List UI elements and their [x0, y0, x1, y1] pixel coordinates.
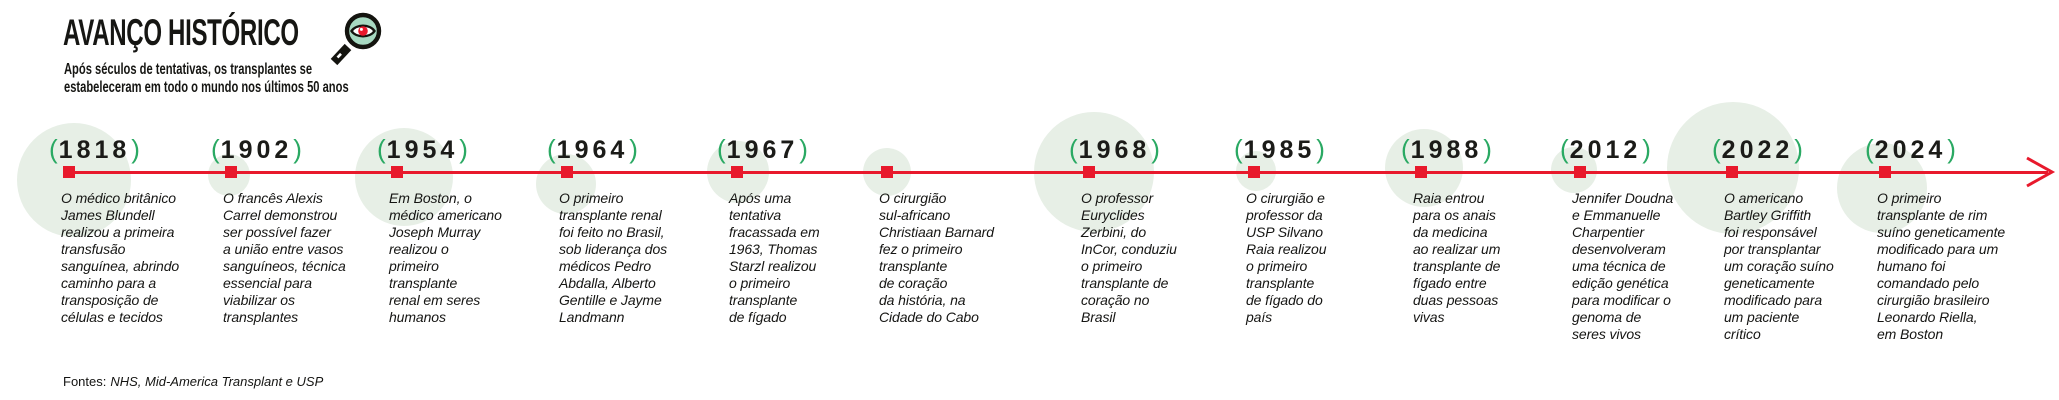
- bracket-open: (: [1069, 134, 1078, 164]
- bracket-open: (: [1865, 134, 1874, 164]
- bracket-open: (: [211, 134, 220, 164]
- sources-list: NHS, Mid-America Transplant e USP: [110, 374, 324, 389]
- page-title: AVANÇO HISTÓRICO: [63, 12, 299, 53]
- event-description: O americano Bartley Griffith foi respons…: [1724, 190, 1834, 342]
- bracket-close: ): [1483, 134, 1492, 164]
- bracket-close: ): [1794, 134, 1803, 164]
- event-year-label: (1968): [1069, 134, 1160, 164]
- event-description: Jennifer Doudna e Emmanuelle Charpentier…: [1572, 190, 1674, 342]
- event-marker: [561, 166, 573, 178]
- event-year: 2022: [1721, 136, 1794, 164]
- event-marker: [1879, 166, 1891, 178]
- bracket-open: (: [1560, 134, 1569, 164]
- bracket-open: (: [1401, 134, 1410, 164]
- event-marker: [731, 166, 743, 178]
- event-year-label: (2012): [1560, 134, 1651, 164]
- sources-label: Fontes:: [63, 374, 107, 389]
- event-year-label: (1967): [717, 134, 808, 164]
- bracket-close: ): [1151, 134, 1160, 164]
- bracket-close: ): [131, 134, 140, 164]
- event-year: 1902: [220, 136, 293, 164]
- event-halo: [1837, 143, 1927, 233]
- event-marker: [63, 166, 75, 178]
- event-description: Após uma tentativa fracassada em 1963, T…: [729, 190, 820, 325]
- event-year: 1954: [386, 136, 459, 164]
- sources: Fontes: NHS, Mid-America Transplant e USP: [63, 374, 323, 389]
- event-year-label: (2024): [1865, 134, 1956, 164]
- event-marker: [225, 166, 237, 178]
- event-year: 1964: [556, 136, 629, 164]
- event-year-label: (2022): [1712, 134, 1803, 164]
- event-marker: [1726, 166, 1738, 178]
- event-year: 2024: [1874, 136, 1947, 164]
- bracket-close: ): [799, 134, 808, 164]
- bracket-close: ): [1642, 134, 1651, 164]
- event-description: O primeiro transplante de rim suíno gene…: [1877, 190, 2006, 342]
- event-description: Raia entrou para os anais da medicina ao…: [1413, 190, 1501, 325]
- event-year: 1967: [726, 136, 799, 164]
- event-marker: [391, 166, 403, 178]
- bracket-open: (: [377, 134, 386, 164]
- event-year-label: (1818): [49, 134, 140, 164]
- magnifier-eye-icon: [330, 12, 382, 66]
- timeline-axis: [63, 171, 2048, 174]
- event-halo: [355, 128, 453, 226]
- event-marker: [1083, 166, 1095, 178]
- event-year-label: (1902): [211, 134, 302, 164]
- event-year: 1968: [1078, 136, 1151, 164]
- event-description: O cirurgião sul-africano Christiaan Barn…: [879, 190, 994, 325]
- bracket-close: ): [629, 134, 638, 164]
- bracket-open: (: [1234, 134, 1243, 164]
- timeline-arrowhead-icon: [2026, 156, 2056, 188]
- bracket-open: (: [49, 134, 58, 164]
- event-halo: [536, 154, 596, 214]
- event-year: 1818: [58, 136, 131, 164]
- event-halo: [17, 123, 131, 237]
- bracket-close: ): [1947, 134, 1956, 164]
- event-year: 2012: [1569, 136, 1642, 164]
- bracket-open: (: [1712, 134, 1721, 164]
- bracket-close: ): [459, 134, 468, 164]
- event-marker: [1574, 166, 1586, 178]
- bracket-close: ): [1316, 134, 1325, 164]
- bracket-close: ): [293, 134, 302, 164]
- event-description: O primeiro transplante renal foi feito n…: [559, 190, 668, 325]
- event-year: 1985: [1243, 136, 1316, 164]
- bracket-open: (: [547, 134, 556, 164]
- bracket-open: (: [717, 134, 726, 164]
- subtitle: Após séculos de tentativas, os transplan…: [64, 61, 349, 96]
- event-marker: [1415, 166, 1427, 178]
- event-year-label: (1988): [1401, 134, 1492, 164]
- event-description: O professor Euryclides Zerbini, do InCor…: [1081, 190, 1177, 325]
- event-year-label: (1964): [547, 134, 638, 164]
- event-description: O francês Alexis Carrel demonstrou ser p…: [223, 190, 346, 325]
- event-marker: [1248, 166, 1260, 178]
- event-description: O médico britânico James Blundell realiz…: [61, 190, 180, 325]
- event-description: O cirurgião e professor da USP Silvano R…: [1246, 190, 1327, 325]
- event-marker: [881, 166, 893, 178]
- event-description: Em Boston, o médico americano Joseph Mur…: [389, 190, 502, 325]
- event-year-label: (1954): [377, 134, 468, 164]
- event-year-label: (1985): [1234, 134, 1325, 164]
- event-year: 1988: [1410, 136, 1483, 164]
